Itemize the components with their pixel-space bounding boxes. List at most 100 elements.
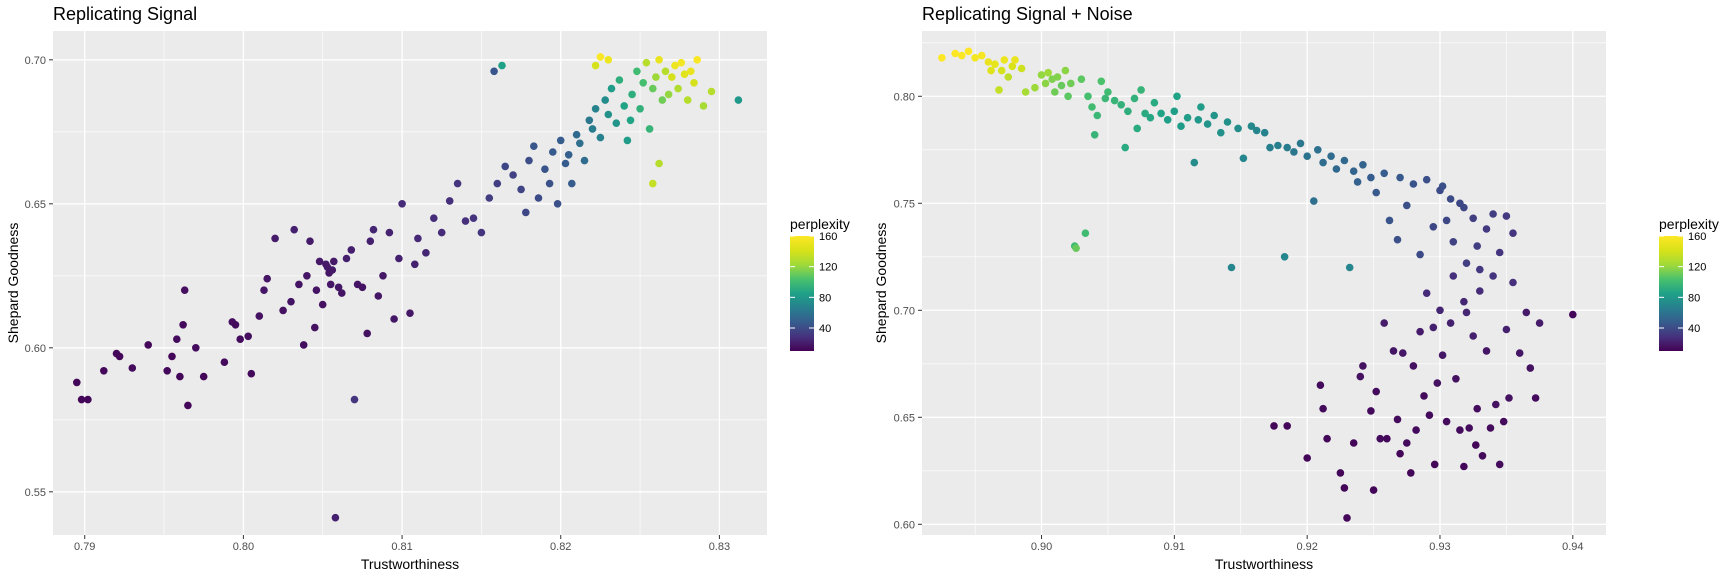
minor-gridlines [53,31,767,535]
legend-label: 120 [819,262,837,274]
data-point [1217,128,1225,137]
data-point [1456,426,1464,434]
data-point [1146,113,1155,122]
data-point [545,179,554,188]
data-point [390,315,398,323]
x-tick-labels: 0.79 0.80 0.81 0.82 0.83 [74,541,730,553]
data-point [664,90,673,99]
y-axis-title: Shepard Goodness [5,223,21,344]
data-point [374,292,383,300]
x-tick-label: 0.81 [391,541,412,553]
data-point [1340,156,1349,165]
data-point [1252,126,1261,135]
data-point [604,110,613,119]
data-point [192,344,200,352]
data-point [493,179,502,188]
data-point [1239,154,1248,163]
data-point [363,329,372,338]
data-point [1422,175,1431,184]
data-point [290,225,299,234]
data-point [1057,81,1066,90]
data-point [1303,454,1311,462]
data-point [1372,188,1380,197]
data-point [1460,462,1468,471]
data-point [668,73,676,81]
data-point [525,156,533,165]
data-point [604,56,613,64]
major-gridlines [53,31,767,535]
data-point [315,257,324,266]
data-point [1101,94,1110,103]
data-point [1478,452,1487,460]
data-point [1489,210,1497,218]
data-point [971,54,979,62]
x-axis-title: Trustworthiness [361,556,459,572]
data-point [1489,272,1497,280]
data-point [674,84,682,93]
data-point [1031,83,1039,92]
data-point [1260,128,1269,137]
data-point [379,272,387,280]
chart-title: Replicating Signal [53,4,197,24]
data-point [1495,248,1504,257]
data-point [601,96,609,104]
data-point [1359,362,1367,370]
data-point [1429,223,1438,231]
data-point [1367,407,1375,415]
data-point [1173,92,1181,101]
data-point [615,76,624,84]
data-point [330,257,338,266]
data-point [1449,238,1458,246]
data-point [498,61,506,70]
y-tick-label: 0.70 [25,55,46,67]
legend: perplexity 40 80 120 160 [790,216,850,351]
data-point [84,395,92,404]
data-point [1383,434,1391,443]
data-point [1203,120,1212,128]
data-point [556,136,565,145]
chart-panel-replicating-signal-noise: Replicating Signal + Noise 0.60 0.65 0.7… [873,4,1719,572]
data-point [422,249,430,257]
data-point [1462,308,1471,317]
data-point [231,321,240,329]
data-point [1409,180,1418,188]
data-point [1197,103,1205,111]
data-point [699,102,708,110]
data-point [366,237,375,245]
data-point [1210,111,1218,120]
data-point [1157,109,1165,118]
data-point [485,194,494,202]
x-tick-labels: 0.90 0.91 0.92 0.93 0.94 [1031,541,1584,553]
data-point [173,335,181,344]
data-point [1110,96,1119,105]
data-point [163,367,171,375]
data-point [236,335,244,344]
chart-panel-replicating-signal: Replicating Signal 0.55 0.60 0.65 0.70 0… [5,4,850,572]
data-point [1296,139,1305,148]
data-point [1247,122,1256,130]
data-point [1359,161,1367,169]
data-point [1274,141,1282,150]
x-tick-label: 0.91 [1164,541,1185,553]
data-point [509,171,517,179]
data-point [1316,381,1325,390]
legend-label: 120 [1688,262,1706,274]
data-point [1340,484,1349,492]
data-point [1396,449,1404,458]
data-point [1336,469,1345,477]
data-point [997,66,1006,75]
data-point [1436,306,1444,315]
data-point [1088,103,1096,111]
y-tick-labels: 0.55 0.60 0.65 0.70 [25,55,46,499]
data-point [1150,98,1159,107]
y-tick-label: 0.65 [25,199,46,211]
x-tick-label: 0.80 [233,541,254,553]
data-point [1124,107,1132,116]
data-point [328,266,337,274]
data-point [620,102,628,110]
data-point [1509,229,1517,237]
data-point [414,234,422,243]
data-point [938,54,946,62]
data-point [633,67,641,76]
